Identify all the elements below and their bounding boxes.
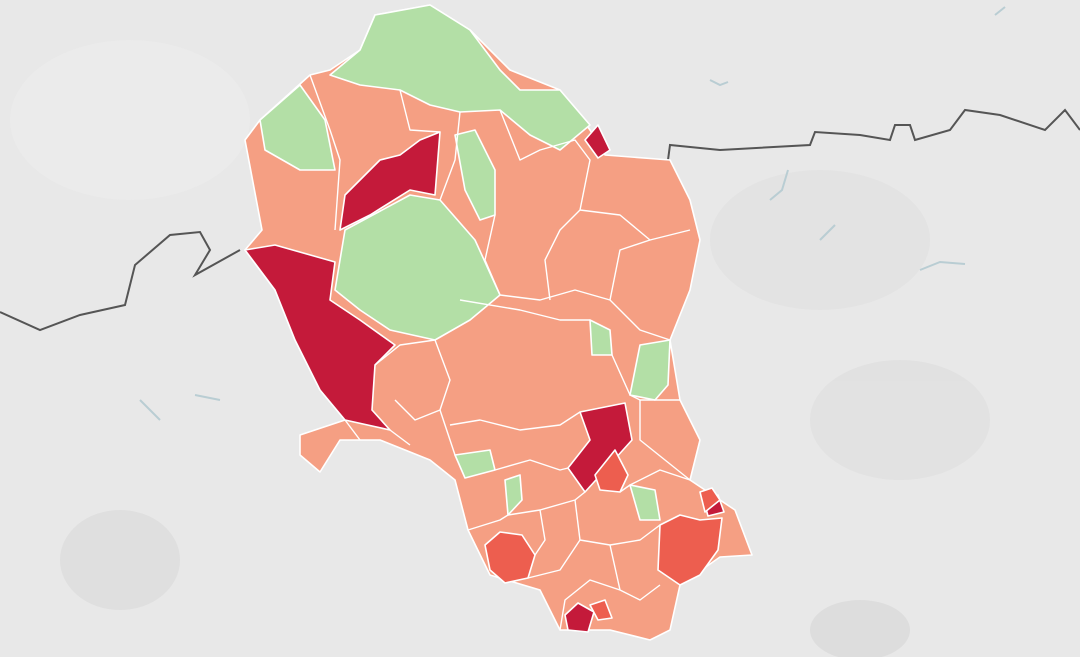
boundaries [309,74,691,631]
region [564,602,595,633]
region [584,124,611,159]
region [484,531,536,584]
region [504,474,523,516]
region [589,599,613,621]
region [657,514,723,586]
region [329,4,591,151]
border-line [0,108,1080,332]
region [334,194,501,341]
region [244,244,396,431]
region [629,484,661,521]
region [594,449,629,493]
region [629,339,671,401]
region [699,487,721,513]
region [339,131,441,231]
region [567,402,633,493]
region [259,84,336,171]
province [244,4,753,641]
water [139,6,1006,421]
